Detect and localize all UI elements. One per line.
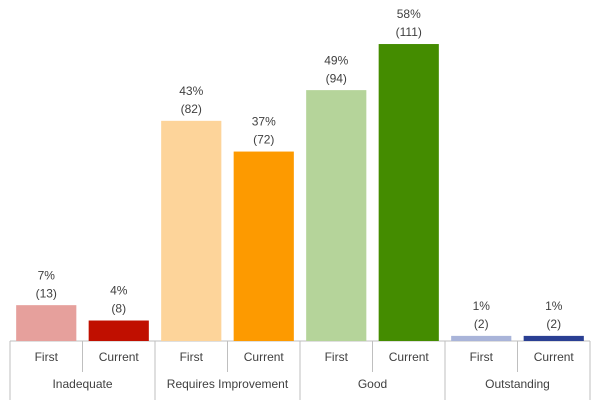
count-label: (111) [396,25,422,39]
value-label: 58% [397,7,421,21]
value-label: 4% [110,284,128,298]
value-label: 1% [473,299,491,313]
x-tick-label: First [180,350,204,364]
bar [233,151,294,341]
value-label: 43% [179,84,203,98]
group-label: Inadequate [52,377,112,391]
x-tick-label: Current [534,350,575,364]
count-label: (13) [36,286,57,300]
x-tick-label: First [35,350,59,364]
value-label: 7% [38,268,56,282]
count-label: (8) [111,302,126,316]
bar [16,305,77,341]
x-tick-label: First [470,350,494,364]
bar [378,44,439,341]
x-tick-label: Current [99,350,140,364]
value-label: 49% [324,53,348,67]
x-tick-label: First [325,350,349,364]
bar [306,90,367,342]
x-tick-label: Current [244,350,285,364]
count-label: (82) [181,102,202,116]
value-label: 37% [252,115,276,129]
bar [88,320,149,341]
value-label: 1% [545,299,563,313]
x-tick-label: Current [389,350,430,364]
count-label: (72) [253,133,274,147]
count-label: (2) [546,317,561,331]
count-label: (94) [326,71,347,85]
group-label: Requires Improvement [167,377,289,391]
group-label: Outstanding [485,377,550,391]
bar [523,335,584,341]
bar [161,120,222,341]
count-label: (2) [474,317,489,331]
group-label: Good [358,377,387,391]
bar [451,335,512,341]
